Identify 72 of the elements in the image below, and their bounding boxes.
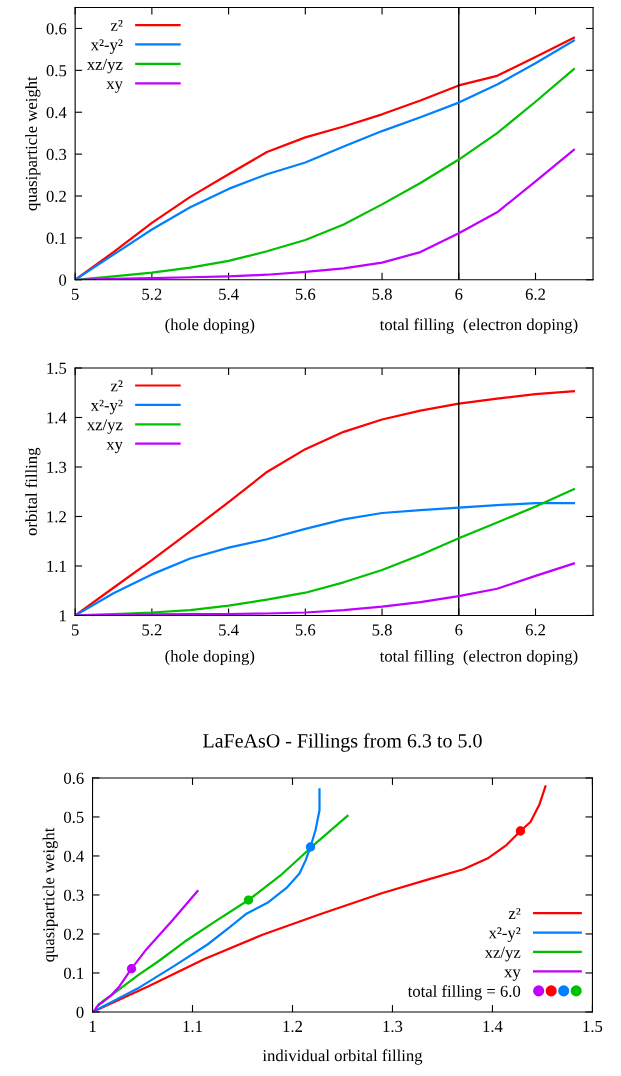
y-tick-label: 1.2 xyxy=(47,511,66,523)
x-axis-title: total filling xyxy=(379,649,454,666)
legend-label: xy xyxy=(504,969,521,981)
legend-label: xz/yz xyxy=(484,946,521,962)
x-tick-label: 1.5 xyxy=(583,1020,603,1033)
x-tick-label: 5.4 xyxy=(219,288,239,300)
y-tick-label: 0.1 xyxy=(64,967,84,979)
y-axis-title: quasiparticle weight xyxy=(25,76,41,211)
legend-label: xy xyxy=(106,441,123,454)
y-axis-title: orbital filling xyxy=(25,447,41,536)
x-tick-label: 5 xyxy=(71,288,79,300)
chart-title: LaFeAsO - Fillings from 6.3 to 5.0 xyxy=(203,733,482,752)
y-tick-label: 0 xyxy=(76,1006,84,1018)
legend-label: total filling = 6.0 xyxy=(407,984,521,1001)
x-tick-label: 5 xyxy=(71,624,79,636)
text: (hole doping) xyxy=(165,649,255,666)
point xyxy=(243,895,254,905)
x-tick-label: 1.3 xyxy=(383,1020,403,1033)
legend-label: xy xyxy=(106,81,123,93)
x-tick-label: 5.2 xyxy=(142,288,162,300)
x-tick-label: 5.6 xyxy=(295,288,316,300)
x-tick-label: 5.4 xyxy=(219,624,239,636)
y-tick-label: 0.2 xyxy=(64,928,84,940)
text: (electron doping) xyxy=(463,649,578,666)
legend-label: x²-y² xyxy=(488,927,521,942)
x-tick-label: 1.2 xyxy=(283,1020,302,1033)
legend-label: xz/yz xyxy=(86,419,123,434)
x-tick-label: 1 xyxy=(89,1020,96,1032)
y-tick-label: 0 xyxy=(59,274,67,286)
y-tick-label: 1.4 xyxy=(47,412,67,424)
line-series xyxy=(97,814,349,1007)
x-tick-label: 5.8 xyxy=(372,624,392,636)
line-series xyxy=(75,390,575,616)
x-tick-label: 1.4 xyxy=(483,1020,503,1033)
x-tick-label: 6.2 xyxy=(525,288,546,300)
x-tick-label: 5.2 xyxy=(142,624,162,636)
text: (electron doping) xyxy=(463,318,578,334)
legend-label: z² xyxy=(508,907,521,919)
y-tick-label: 0.1 xyxy=(46,232,66,244)
x-tick-label: 5.8 xyxy=(372,288,392,300)
x-tick-label: 1.1 xyxy=(183,1020,202,1033)
y-tick-label: 1.1 xyxy=(47,560,66,572)
text: (hole doping) xyxy=(165,318,255,334)
legend-label: xz/yz xyxy=(86,58,123,74)
y-tick-label: 1.3 xyxy=(47,461,67,473)
y-axis-title: quasiparticle weight xyxy=(42,827,58,962)
y-tick-label: 0.3 xyxy=(46,148,67,161)
point xyxy=(515,826,526,836)
x-axis-title: individual orbital filling xyxy=(262,1049,423,1065)
x-tick-label: 5.6 xyxy=(295,624,316,636)
x-tick-label: 6 xyxy=(455,288,463,300)
y-tick-label: 1 xyxy=(59,610,66,622)
y-tick-label: 0.2 xyxy=(46,190,66,203)
point xyxy=(305,842,316,852)
y-tick-label: 0.6 xyxy=(64,772,84,784)
x-tick-label: 6.2 xyxy=(525,624,546,636)
y-tick-label: 0.4 xyxy=(46,106,67,119)
y-tick-label: 0.5 xyxy=(46,65,67,77)
line-series xyxy=(92,889,199,1012)
y-tick-label: 0.4 xyxy=(64,850,84,862)
point xyxy=(126,964,137,974)
y-tick-label: 0.6 xyxy=(46,23,67,35)
x-axis-title: total filling xyxy=(379,318,454,334)
legend-label: x²-y² xyxy=(90,39,123,54)
legend-label: x²-y² xyxy=(90,399,123,415)
y-tick-label: 0.3 xyxy=(64,889,84,901)
legend-label: z² xyxy=(110,19,123,31)
y-tick-label: 0.5 xyxy=(64,811,84,823)
legend-label: z² xyxy=(110,380,123,392)
line-series xyxy=(75,562,575,616)
x-tick-label: 6 xyxy=(455,624,463,636)
y-tick-label: 1.5 xyxy=(47,362,67,375)
